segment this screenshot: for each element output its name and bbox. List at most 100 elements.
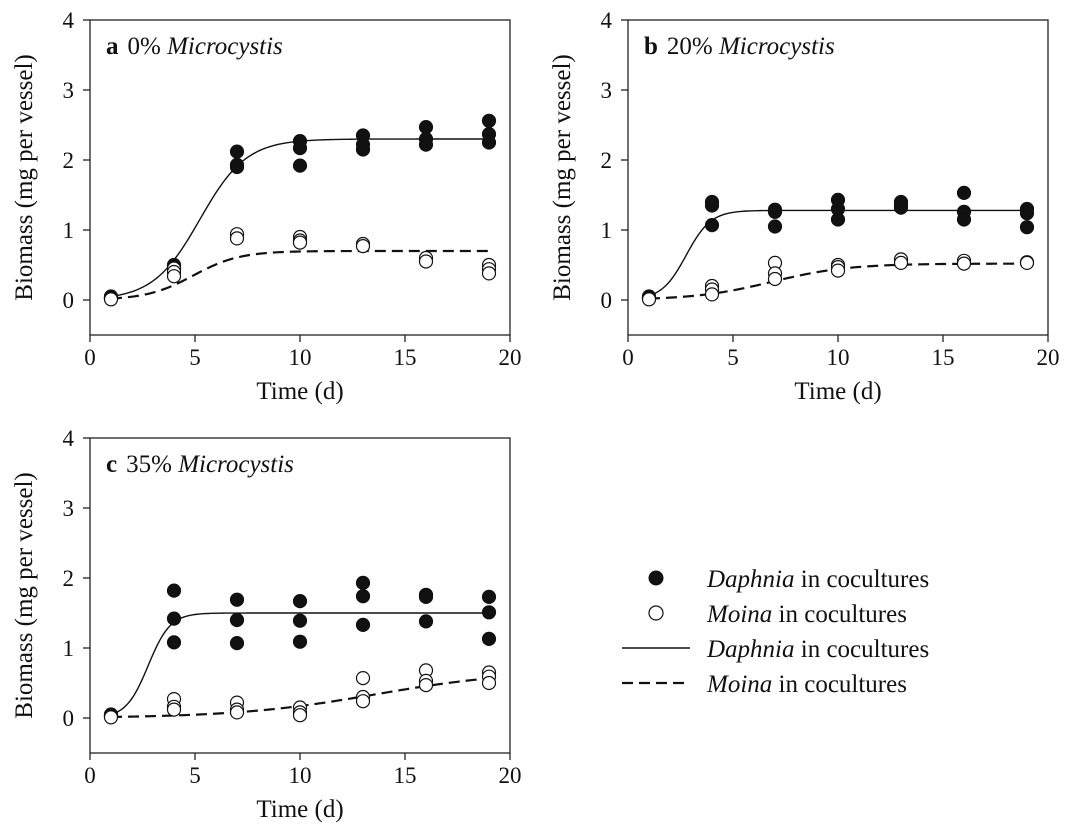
daphnia-point [418,119,434,135]
y-axis-title: Biomass (mg per vessel) [11,54,38,300]
daphnia-point [704,218,720,233]
panel-title: a 0% Microcystis [106,33,283,60]
legend-item: Daphnia in cocultures [648,566,929,593]
panel-title-prefix: 35% [126,451,178,478]
moina-point [1019,255,1035,270]
daphnia-point [481,589,497,605]
daphnia-point [893,200,909,215]
moina-point [229,705,245,720]
x-tick-label: 20 [499,345,522,370]
legend-rest: in cocultures [795,566,930,593]
y-tick-label: 0 [63,288,75,313]
x-tick-label: 20 [499,763,522,788]
moina-point [704,287,720,302]
moina-point [893,255,909,270]
x-tick-label: 5 [189,345,201,370]
legend-filled-marker [648,570,664,586]
x-tick-label: 0 [84,345,96,370]
moina-point [418,677,434,693]
daphnia-point [229,159,245,175]
daphnia-point [355,589,371,604]
moina-point [229,231,245,246]
daphnia-point [704,198,720,213]
legend-item: Moina in cocultures [648,601,907,628]
daphnia-point [418,589,434,605]
moina-point [355,694,371,709]
moina-point [830,263,846,278]
y-axis-title: Biomass (mg per vessel) [11,472,38,718]
legend-species: Moina [706,671,772,698]
y-tick-label: 3 [63,496,75,521]
daphnia-point [418,614,434,629]
daphnia-point [355,575,371,591]
daphnia-point [292,613,308,628]
panel-title: b 20% Microcystis [644,33,835,60]
daphnia-point [166,583,182,598]
daphnia-point [229,612,245,628]
x-axis-title: Time (d) [256,796,343,823]
x-axis-title: Time (d) [256,378,343,405]
daphnia-point [481,605,497,620]
daphnia-point [292,141,308,156]
panel-letter: c [106,451,117,478]
y-tick-label: 1 [63,636,75,661]
moina-point [641,292,657,307]
y-tick-label: 2 [601,148,613,173]
plot-frame [89,19,511,336]
daphnia-point [355,142,371,157]
moina-point [956,256,972,271]
plot-frame [627,19,1049,336]
panel-letter: b [644,33,658,60]
daphnia-point [229,144,245,159]
moina-point [103,292,119,307]
y-tick-label: 1 [601,218,613,243]
moina-point [418,254,434,269]
x-tick-label: 15 [394,763,417,788]
panel-title-prefix: 0% [128,33,168,60]
y-tick-label: 3 [601,78,613,103]
daphnia-point [767,219,783,234]
daphnia-point [418,137,434,152]
x-tick-label: 5 [189,763,201,788]
panel-c: 0 5 10 15 20 0 1 2 3 4 Time (d) Biomass (mg per ves… [11,426,522,823]
daphnia-point [767,204,783,219]
x-tick-label: 20 [1037,345,1060,370]
panel-a: 0 5 10 15 20 0 1 2 3 4 Time (d) Biomass (mg per ves… [11,8,522,405]
moina-point [481,675,497,691]
moina-point [292,708,308,723]
moina-point [166,269,182,284]
y-tick-label: 4 [63,8,75,33]
moina-point [767,271,783,287]
x-tick-label: 0 [84,763,96,788]
moina-point [292,235,308,250]
daphnia-point [481,631,497,647]
legend-label: Daphnia in cocultures [706,566,929,593]
legend-rest: in cocultures [795,636,930,663]
daphnia-point [229,592,245,607]
x-tick-label: 10 [827,345,850,370]
legend-rest: in cocultures [772,601,907,628]
y-tick-label: 2 [63,566,75,591]
daphnia-point [166,611,182,626]
y-tick-label: 4 [601,8,613,33]
legend-label: Moina in cocultures [706,601,907,628]
daphnia-point [1019,220,1035,235]
daphnia-point [292,634,308,649]
legend-rest: in cocultures [772,671,907,698]
x-tick-label: 10 [289,345,312,370]
daphnia-point [355,617,371,633]
daphnia-point [1019,206,1035,221]
daphnia-point [166,635,182,650]
daphnia-point [481,113,497,128]
x-axis-title: Time (d) [794,378,881,405]
legend: Daphnia in cocultures Moina in cocultures… [622,566,929,698]
x-tick-label: 5 [727,345,739,370]
daphnia-point [956,212,972,227]
legend-open-marker [648,605,664,621]
panel-b: 0 5 10 15 20 0 1 2 3 4 Time (d) Biomass (mg per ves… [549,8,1060,405]
x-tick-label: 15 [932,345,955,370]
panel-title-italic: Microcystis [718,33,835,60]
x-tick-label: 15 [394,345,417,370]
y-tick-label: 4 [63,426,75,451]
